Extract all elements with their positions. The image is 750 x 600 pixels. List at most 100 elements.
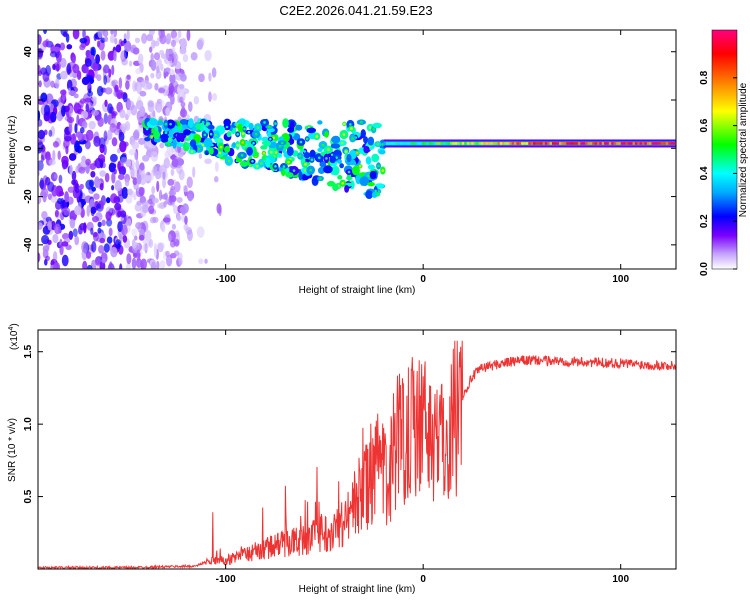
- spectrogram-band-cell: [187, 118, 194, 129]
- spectrogram-noise-cell: [179, 108, 188, 118]
- spectrogram-band-core: [263, 121, 266, 124]
- spectrogram-noise-cell: [190, 51, 198, 61]
- spectrogram-noise-cell: [147, 101, 155, 113]
- spectrogram-noise-cell: [113, 50, 117, 62]
- spectrogram-band-core: [272, 136, 276, 140]
- spectrogram-noise-cell: [157, 87, 166, 94]
- spectrogram-tone-cell: [521, 142, 524, 145]
- spectrogram-noise-cell: [204, 158, 212, 165]
- spectrogram-noise-cell: [178, 258, 183, 266]
- spectrogram-band-cell: [330, 143, 340, 149]
- spectrogram-band-core: [325, 157, 328, 160]
- spectrogram-noise-cell: [91, 241, 97, 253]
- spectrogram-tone-cell: [639, 142, 643, 145]
- spectrogram-noise-cell: [179, 47, 187, 55]
- spectrogram-band-core: [372, 128, 375, 131]
- spectrogram-noise-cell: [72, 63, 80, 74]
- colorbar-label: Normalized spectral amplitude: [738, 82, 749, 217]
- spectrogram-y-tick-label: 20: [23, 94, 34, 106]
- colorbar-tick-label: 0.8: [699, 70, 710, 84]
- spectrogram-noise-cell: [176, 197, 183, 203]
- spectrogram-tone-cell: [551, 142, 555, 145]
- spectrogram-noise-cell: [150, 59, 157, 72]
- spectrogram-noise-cell: [177, 92, 181, 104]
- spectrogram-noise-cell: [96, 40, 101, 48]
- spectrogram-noise-cell: [142, 244, 148, 252]
- spectrogram-noise-cell: [54, 223, 61, 235]
- spectrogram-tone-cell: [468, 142, 472, 145]
- spectrogram-noise-cell: [126, 253, 132, 265]
- spectrogram-band-core: [219, 145, 223, 149]
- spectrogram-noise-cell: [169, 195, 177, 203]
- spectrogram-tone-cell: [665, 142, 669, 145]
- spectrogram-noise-cell: [47, 220, 52, 231]
- spectrogram-band-core: [305, 137, 309, 141]
- spectrogram-noise-cell: [52, 149, 56, 162]
- spectrogram-noise-cell: [139, 162, 145, 171]
- spectrogram-noise-cell: [53, 173, 58, 179]
- spectrogram-tone-cell: [471, 142, 474, 145]
- spectrogram-band-core: [267, 125, 271, 129]
- spectrogram-tone-cell: [514, 142, 517, 145]
- spectrogram-noise-cell: [92, 62, 99, 72]
- spectrogram-noise-cell: [124, 178, 130, 187]
- spectrogram-band-cell: [306, 127, 317, 134]
- snr-x-tick-label: 100: [612, 574, 629, 585]
- spectrogram-band-cell: [371, 153, 380, 163]
- spectrogram-noise-cell: [146, 34, 154, 42]
- spectrogram-noise-cell: [180, 101, 186, 108]
- spectrogram-noise-cell: [162, 177, 167, 189]
- spectrogram-band-core: [304, 162, 307, 166]
- spectrogram-noise-cell: [161, 224, 166, 233]
- colorbar-tick-label: 0.0: [699, 262, 710, 276]
- spectrogram-noise-cell: [113, 30, 118, 38]
- spectrogram-tone-cell: [390, 142, 394, 145]
- spectrogram-noise-cell: [84, 140, 91, 150]
- spectrogram-band-cell: [317, 120, 323, 125]
- spectrogram-noise-cell: [142, 80, 151, 91]
- spectrogram-tone-cell: [608, 142, 612, 145]
- spectrogram-noise-cell: [107, 50, 115, 61]
- spectrogram-band-core: [347, 170, 351, 174]
- spectrogram-tone-cell: [549, 142, 553, 145]
- spectrogram-noise-cell: [76, 114, 80, 126]
- spectrogram-noise-cell: [69, 90, 76, 96]
- snr-y-tick-label: 0.5: [23, 489, 34, 503]
- spectrogram-noise-cell: [131, 257, 137, 269]
- spectrogram-tone-cell: [563, 142, 567, 145]
- spectrogram-band-core: [255, 164, 259, 168]
- spectrogram-noise-cell: [131, 241, 137, 249]
- spectrogram-band-core: [236, 144, 239, 147]
- spectrogram-tone-cell: [502, 142, 505, 145]
- spectrogram-noise-cell: [120, 156, 127, 165]
- spectrogram-x-tick-label: 100: [612, 274, 629, 285]
- snr-series-line: [38, 340, 676, 569]
- snr-x-tick-label: 0: [420, 574, 426, 585]
- spectrogram-tone-cell: [644, 142, 647, 145]
- spectrogram-noise-cell: [165, 48, 170, 60]
- spectrogram-noise-cell: [85, 129, 94, 141]
- spectrogram-noise-cell: [104, 36, 109, 42]
- spectrogram-tone-cell: [594, 142, 598, 145]
- spectrogram-noise-cell: [155, 101, 163, 113]
- spectrogram-tone-cell: [627, 142, 631, 145]
- spectrogram-tone-cell: [504, 142, 508, 145]
- spectrogram-band-cell: [188, 133, 194, 140]
- spectrogram-band-cell: [231, 142, 237, 148]
- spectrogram-band-cell: [224, 145, 231, 153]
- spectrogram-band-cell: [262, 140, 271, 147]
- spectrogram-tone-cell: [495, 142, 498, 145]
- spectrogram-band-core: [206, 122, 209, 126]
- spectrogram-band-core: [262, 151, 266, 155]
- snr-y-ticks: 0.5 1.0 1.5: [23, 344, 676, 504]
- spectrogram-band-core: [330, 153, 334, 157]
- spectrogram-y-tick-label: -20: [23, 189, 34, 204]
- spectrogram-band-cell: [153, 130, 161, 140]
- spectrogram-band-cell: [378, 149, 386, 155]
- spectrogram-noise-cell: [211, 67, 217, 78]
- spectrogram-noise-cell: [55, 78, 60, 90]
- spectrogram-noise-cell: [66, 79, 73, 91]
- spectrogram-tone-cell: [642, 142, 645, 145]
- spectrogram-x-tick-label: -100: [216, 274, 236, 285]
- spectrogram-tone-cell: [435, 142, 439, 145]
